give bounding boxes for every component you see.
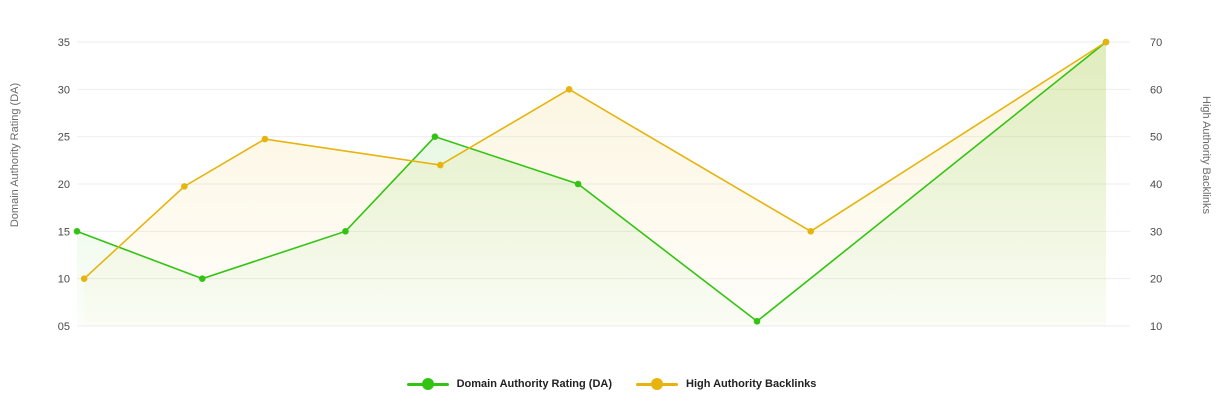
point-backlinks[interactable] xyxy=(261,135,269,143)
series-areas xyxy=(77,42,1106,326)
left-tick-label: 35 xyxy=(58,37,70,49)
left-tick-label: 25 xyxy=(58,132,70,144)
point-backlinks[interactable] xyxy=(436,161,444,169)
right-tick-label: 60 xyxy=(1150,84,1162,96)
legend-label: Domain Authority Rating (DA) xyxy=(456,378,613,390)
right-tick-label: 50 xyxy=(1150,132,1162,144)
point-backlinks[interactable] xyxy=(565,86,573,93)
area-backlinks xyxy=(84,42,1106,326)
point-domain-authority[interactable] xyxy=(73,228,81,235)
series-points xyxy=(73,38,1110,325)
chart-legend: Domain Authority Rating (DA) High Author… xyxy=(0,373,1223,395)
left-axis-ticks: 05 10 15 20 25 30 35 xyxy=(58,37,70,333)
left-tick-label: 20 xyxy=(58,179,70,191)
point-domain-authority[interactable] xyxy=(198,275,206,282)
right-tick-label: 10 xyxy=(1150,321,1162,333)
point-domain-authority[interactable] xyxy=(342,228,349,235)
left-tick-label: 10 xyxy=(58,274,70,286)
legend-item-domain-authority[interactable]: Domain Authority Rating (DA) xyxy=(406,378,613,390)
point-domain-authority[interactable] xyxy=(431,133,439,140)
point-backlinks[interactable] xyxy=(1102,38,1110,46)
legend-swatch-yellow xyxy=(636,378,679,390)
point-backlinks[interactable] xyxy=(80,275,88,282)
right-tick-label: 40 xyxy=(1150,179,1162,191)
legend-item-backlinks[interactable]: High Authority Backlinks xyxy=(636,378,816,390)
left-tick-label: 30 xyxy=(58,84,70,96)
point-domain-authority[interactable] xyxy=(574,180,582,188)
right-tick-label: 20 xyxy=(1150,274,1162,286)
right-axis-title: High Authority Backlinks xyxy=(1200,96,1212,214)
point-backlinks[interactable] xyxy=(181,183,188,190)
legend-label: High Authority Backlinks xyxy=(686,378,817,390)
left-axis-title: Domain Authority Rating (DA) xyxy=(9,83,21,227)
point-domain-authority[interactable] xyxy=(753,317,761,325)
right-tick-label: 30 xyxy=(1150,226,1162,238)
right-tick-label: 70 xyxy=(1150,37,1162,49)
left-tick-label: 05 xyxy=(58,321,70,333)
left-tick-label: 15 xyxy=(58,226,70,238)
right-axis-ticks: 10 20 30 40 50 60 70 xyxy=(1150,37,1162,333)
legend-swatch-green xyxy=(406,378,449,390)
point-backlinks[interactable] xyxy=(807,228,815,235)
